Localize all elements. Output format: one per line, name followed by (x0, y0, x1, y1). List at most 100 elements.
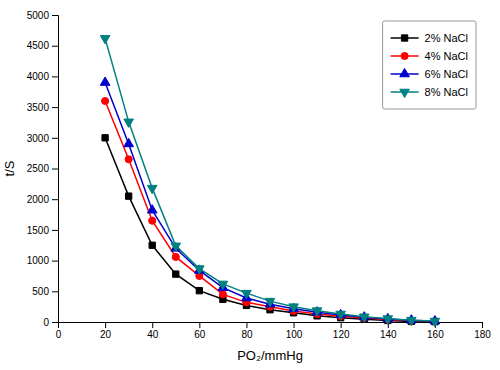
legend-marker (401, 35, 407, 41)
plot: 0204060801001201401601800500100015002000… (27, 10, 492, 340)
y-tick-mark (52, 230, 58, 231)
series (100, 77, 439, 324)
marker (125, 156, 132, 163)
legend-label: 2% NaCl (425, 32, 468, 44)
legend-marker (401, 52, 408, 59)
y-tick-mark (52, 322, 58, 323)
marker (126, 193, 132, 199)
x-axis: 020406080100120140160180 (56, 322, 492, 340)
marker (124, 138, 134, 146)
x-tick-label: 120 (333, 329, 350, 340)
marker (196, 288, 202, 294)
y-tick: 1000 (27, 255, 58, 266)
marker (100, 36, 110, 44)
x-tick-mark (105, 322, 106, 328)
y-tick: 3000 (27, 133, 58, 144)
y-tick: 2000 (27, 194, 58, 205)
marker (149, 217, 156, 224)
marker (289, 304, 299, 312)
x-tick-label: 0 (56, 329, 62, 340)
y-tick-label: 3500 (27, 102, 50, 113)
x-tick-mark (152, 322, 153, 328)
y-tick-label: 5000 (27, 10, 50, 21)
marker (265, 299, 275, 307)
x-tick-label: 20 (100, 329, 112, 340)
marker (218, 282, 228, 290)
y-tick: 500 (32, 286, 58, 297)
y-axis: 0 500 1000 1500 2000 2500 3000 3500 4000 4500 5000 (27, 10, 59, 328)
marker (407, 317, 417, 325)
y-tick-mark (52, 46, 58, 47)
y-tick-label: 1000 (27, 255, 50, 266)
legend-box (383, 21, 476, 109)
x-tick: 80 (241, 322, 253, 340)
marker (430, 318, 440, 326)
line (105, 83, 435, 322)
marker (172, 253, 179, 260)
y-tick-mark (52, 15, 58, 16)
legend: 2% NaCl 4% NaCl 6% NaCl 8% NaCl (383, 21, 476, 109)
marker (195, 265, 205, 273)
x-tick-label: 160 (427, 329, 444, 340)
y-tick: 4000 (27, 71, 58, 82)
y-tick: 5000 (27, 10, 58, 21)
marker (195, 266, 205, 274)
legend-item: 8% NaCl (391, 86, 468, 98)
marker (359, 314, 369, 322)
marker (265, 298, 275, 306)
y-tick-label: 2000 (27, 194, 50, 205)
legend-label: 4% NaCl (425, 50, 468, 62)
series (102, 97, 439, 324)
legend-label: 6% NaCl (425, 68, 468, 80)
y-tick-mark (52, 261, 58, 262)
y-axis-title: t/S (2, 160, 17, 176)
x-axis-title: PO₂/mmHg (237, 348, 303, 363)
legend-label: 8% NaCl (425, 86, 468, 98)
marker (219, 291, 226, 298)
y-tick-label: 0 (43, 317, 49, 328)
x-tick-label: 40 (147, 329, 159, 340)
legend-marker (400, 68, 410, 76)
y-tick: 1500 (27, 225, 58, 236)
marker (124, 119, 134, 127)
x-tick-mark (294, 322, 295, 328)
y-tick: 2500 (27, 163, 58, 174)
x-tick: 100 (286, 322, 303, 340)
marker (173, 271, 179, 277)
series (102, 135, 438, 325)
y-tick-mark (52, 169, 58, 170)
marker (147, 205, 157, 213)
x-tick-label: 100 (286, 329, 303, 340)
x-tick: 60 (194, 322, 206, 340)
y-tick: 4500 (27, 40, 58, 51)
marker (312, 308, 322, 316)
y-tick-label: 1500 (27, 225, 50, 236)
y-tick: 0 (43, 317, 58, 328)
y-tick-label: 4500 (27, 40, 50, 51)
y-tick-mark (52, 138, 58, 139)
x-tick: 40 (147, 322, 159, 340)
chart: 0204060801001201401601800500100015002000… (0, 0, 500, 370)
y-tick-mark (52, 199, 58, 200)
x-tick-label: 140 (380, 329, 397, 340)
legend-marker (400, 89, 410, 97)
marker (336, 311, 346, 319)
legend-item: 4% NaCl (391, 50, 468, 62)
x-tick: 120 (333, 322, 350, 340)
x-tick-mark (482, 322, 483, 328)
marker (171, 243, 181, 251)
x-axis-line (59, 323, 483, 329)
line (105, 138, 435, 322)
x-tick-mark (199, 322, 200, 328)
marker (242, 290, 252, 298)
legend-item: 2% NaCl (391, 32, 468, 44)
marker (102, 135, 108, 141)
y-tick-label: 3000 (27, 133, 50, 144)
marker (102, 97, 109, 104)
marker (149, 242, 155, 248)
marker (147, 185, 157, 193)
y-tick: 3500 (27, 102, 58, 113)
y-tick-label: 500 (32, 286, 49, 297)
line (105, 101, 435, 321)
x-tick: 20 (100, 322, 112, 340)
